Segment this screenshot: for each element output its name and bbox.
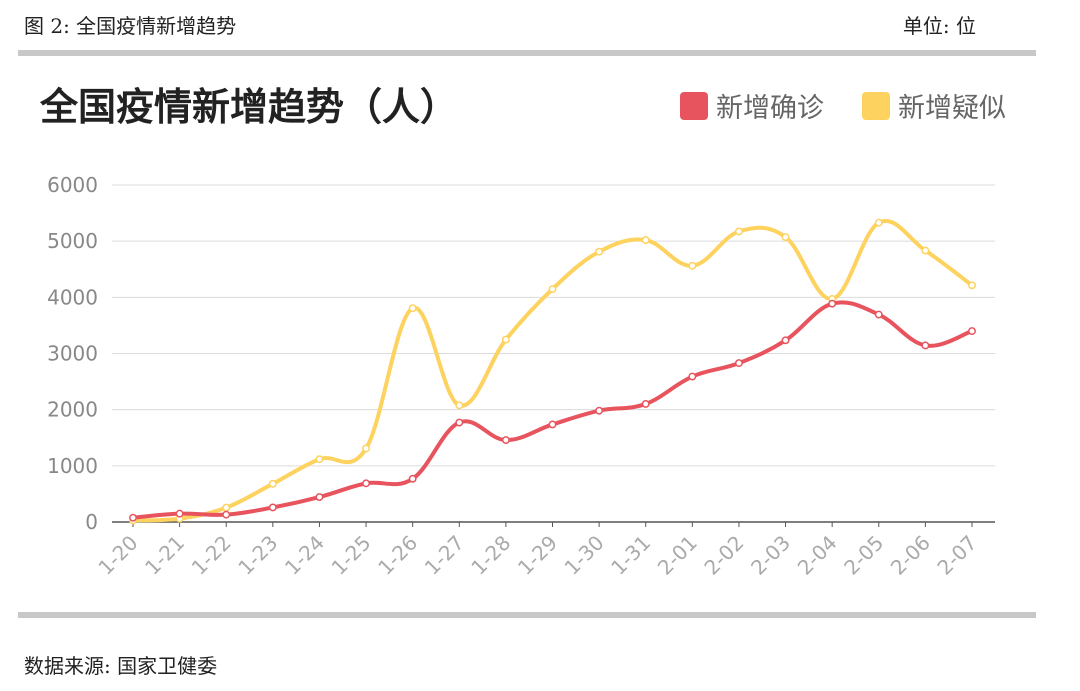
data-point xyxy=(781,233,790,242)
source-note: 数据来源: 国家卫健委 xyxy=(24,654,218,678)
data-point xyxy=(268,503,277,512)
data-point xyxy=(501,436,510,445)
data-point xyxy=(548,285,557,293)
data-point xyxy=(595,247,604,256)
data-point xyxy=(688,261,697,270)
x-tick-label: 2-04 xyxy=(793,531,842,580)
x-tick-label: 1-31 xyxy=(606,531,655,580)
data-point xyxy=(828,299,837,308)
x-tick-label: 1-27 xyxy=(420,531,469,580)
y-tick-label: 0 xyxy=(85,510,98,534)
x-tick-label: 2-03 xyxy=(746,531,795,580)
legend-swatch xyxy=(862,92,890,120)
data-point xyxy=(455,401,464,410)
data-point xyxy=(874,310,883,319)
x-tick-label: 1-25 xyxy=(327,531,376,580)
y-tick-label: 4000 xyxy=(47,285,98,309)
data-point xyxy=(921,246,930,255)
data-point xyxy=(921,341,930,350)
data-points xyxy=(129,218,976,525)
legend: 新增确诊 新增疑似 xyxy=(680,92,1006,124)
data-point xyxy=(129,513,137,522)
y-tick-label: 1000 xyxy=(47,454,98,478)
data-point xyxy=(175,509,184,518)
unit-label: 单位: 位 xyxy=(902,14,976,38)
x-tick-label: 1-23 xyxy=(233,531,282,580)
x-tick-label: 2-05 xyxy=(839,531,888,580)
x-tick-label: 1-29 xyxy=(513,531,562,580)
data-point xyxy=(548,420,557,429)
x-tick-label: 2-01 xyxy=(653,531,702,580)
data-point xyxy=(781,336,790,345)
series-lines xyxy=(131,219,974,523)
x-tick-label: 1-24 xyxy=(280,531,329,580)
x-tick-label: 2-02 xyxy=(699,531,748,580)
data-point xyxy=(408,474,417,483)
legend-swatch xyxy=(680,92,708,120)
data-point xyxy=(968,281,976,290)
x-axis: 1-201-211-221-231-241-251-261-271-281-29… xyxy=(93,522,982,580)
x-tick-label: 1-26 xyxy=(373,531,422,580)
data-point xyxy=(501,335,510,344)
grid-lines xyxy=(112,184,995,523)
x-tick-label: 2-06 xyxy=(886,531,935,580)
y-tick-label: 2000 xyxy=(47,398,98,422)
figure-caption: 图 2: 全国疫情新增趋势 xyxy=(24,14,237,38)
data-point xyxy=(734,359,743,368)
data-point xyxy=(408,304,417,313)
data-point xyxy=(362,444,371,453)
x-tick-label: 1-30 xyxy=(560,531,609,580)
x-tick-label: 2-07 xyxy=(932,531,981,580)
data-point xyxy=(968,327,976,336)
data-point xyxy=(688,372,697,381)
data-point xyxy=(362,479,371,488)
series-line xyxy=(131,219,974,523)
data-point xyxy=(222,503,231,512)
y-tick-label: 6000 xyxy=(47,173,98,197)
top-rule xyxy=(18,50,1036,56)
x-tick-label: 1-21 xyxy=(140,531,189,580)
x-tick-label: 1-28 xyxy=(466,531,515,580)
data-point xyxy=(595,406,604,415)
data-point xyxy=(315,493,324,502)
legend-label: 新增疑似 xyxy=(898,93,1006,124)
data-point xyxy=(222,510,231,519)
data-point xyxy=(641,236,650,245)
data-point xyxy=(641,399,650,408)
y-tick-label: 3000 xyxy=(47,342,98,366)
data-point xyxy=(455,418,464,427)
data-point xyxy=(268,479,277,488)
x-tick-label: 1-22 xyxy=(187,531,236,580)
bottom-rule xyxy=(18,612,1036,618)
data-point xyxy=(734,227,743,236)
y-axis: 0 1000 2000 3000 4000 5000 6000 xyxy=(47,173,98,534)
y-tick-label: 5000 xyxy=(47,229,98,253)
data-point xyxy=(315,455,324,464)
x-tick-label: 1-20 xyxy=(93,531,142,580)
chart-title: 全国疫情新增趋势（人） xyxy=(39,85,458,129)
data-point xyxy=(874,218,883,227)
legend-label: 新增确诊 xyxy=(716,93,824,124)
